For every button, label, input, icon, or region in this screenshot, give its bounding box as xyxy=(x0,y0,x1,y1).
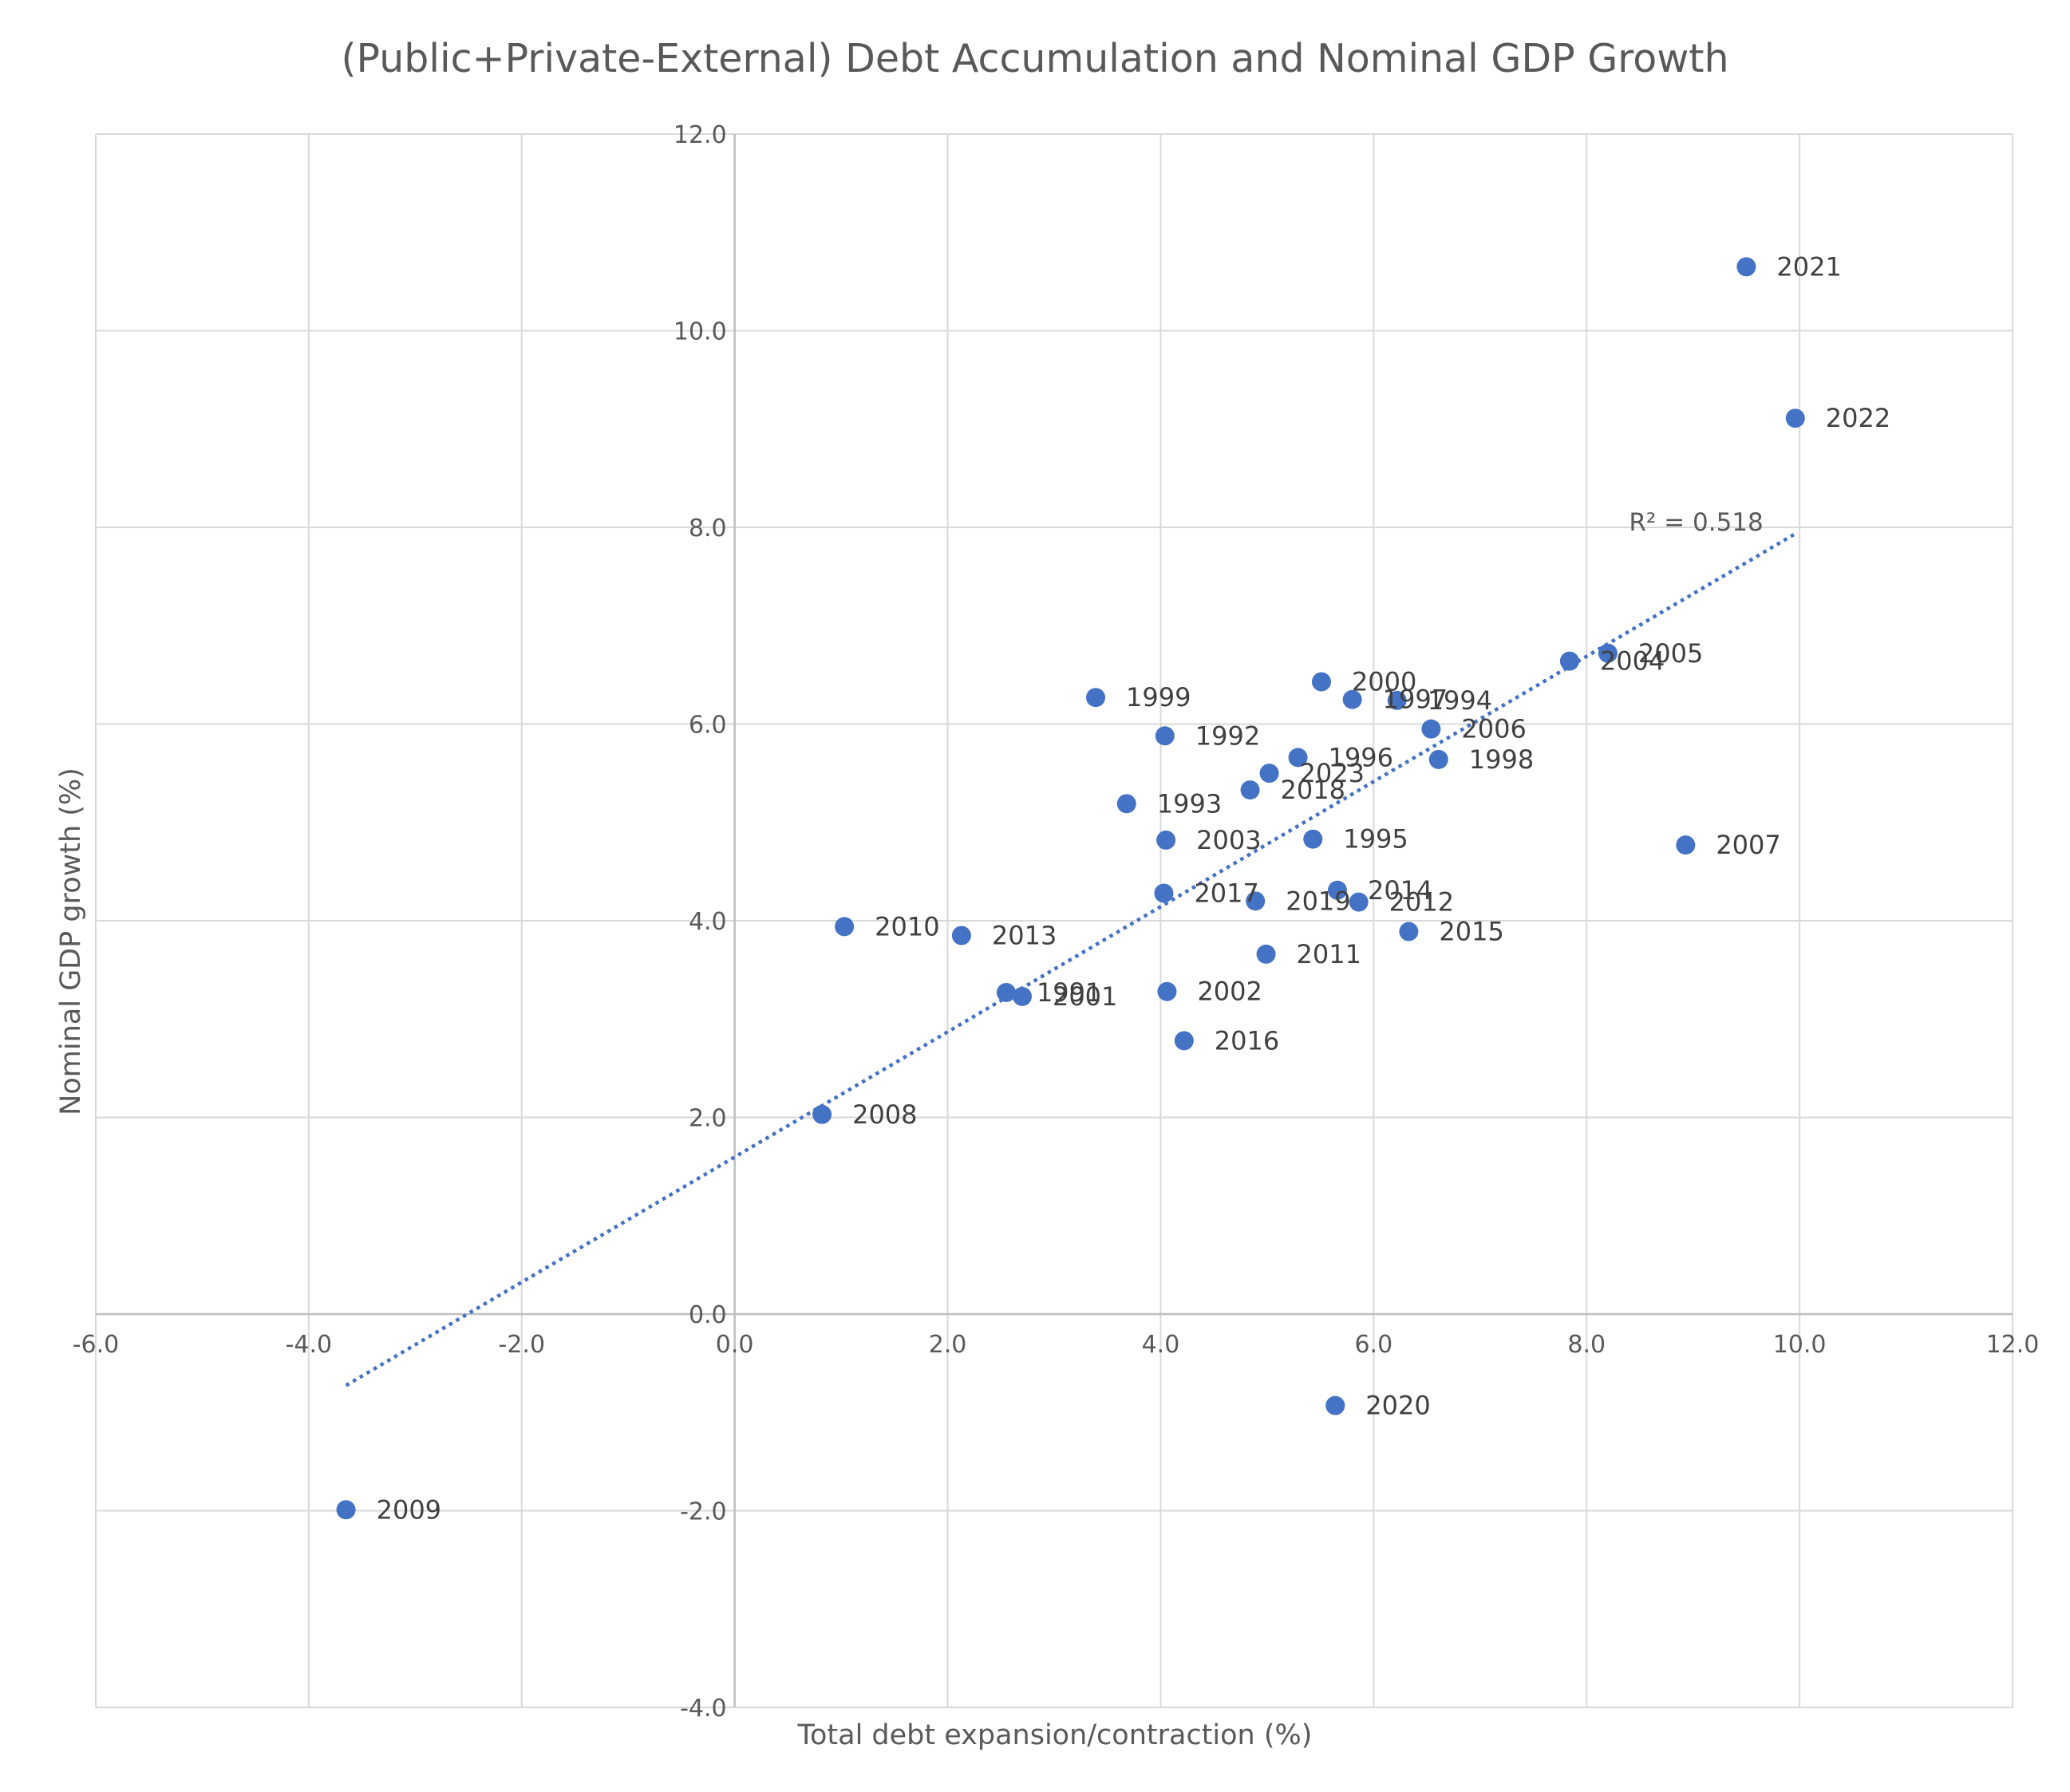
data-label: 2000 xyxy=(1352,667,1416,697)
trendline xyxy=(345,532,1796,1387)
axes xyxy=(96,134,2013,1707)
data-point xyxy=(1311,672,1331,692)
data-label: 2012 xyxy=(1389,887,1454,918)
y-tick-label: 4.0 xyxy=(689,908,727,936)
data-label: 2002 xyxy=(1197,977,1262,1007)
data-labels: 1991 1992 1993 1994 1995 1996 1997 1998 1999 2000… xyxy=(377,251,1891,1525)
y-tick-label: 12.0 xyxy=(674,121,727,149)
data-point xyxy=(1303,829,1323,849)
x-tick-label: 2.0 xyxy=(929,1331,967,1359)
data-point xyxy=(1288,748,1308,768)
data-label: 1998 xyxy=(1469,744,1534,775)
y-tick-label: -2.0 xyxy=(680,1498,727,1526)
x-tick-label: 6.0 xyxy=(1354,1331,1393,1359)
data-point xyxy=(1259,764,1279,784)
x-tick-label: -4.0 xyxy=(286,1331,333,1359)
x-tick-label: -6.0 xyxy=(73,1331,120,1359)
trendline-group: R² = 0.518 xyxy=(345,508,1796,1387)
y-tick-label: 10.0 xyxy=(674,318,727,346)
data-point xyxy=(1736,257,1756,277)
data-point xyxy=(835,917,855,937)
chart-title: (Public+Private-External) Debt Accumulat… xyxy=(341,36,1728,81)
data-point xyxy=(1157,981,1177,1001)
data-point xyxy=(1349,892,1369,912)
data-label: 1996 xyxy=(1329,742,1393,772)
data-label: 2019 xyxy=(1286,886,1350,916)
x-tick-label: 0.0 xyxy=(716,1331,754,1359)
y-tick-label: 0.0 xyxy=(689,1301,727,1329)
data-point xyxy=(1116,794,1136,814)
data-point xyxy=(1676,835,1696,855)
data-label: 2009 xyxy=(377,1494,441,1525)
data-label: 2016 xyxy=(1215,1025,1279,1056)
x-tick-label: 10.0 xyxy=(1773,1331,1827,1359)
data-point xyxy=(1240,780,1260,800)
data-label: 2010 xyxy=(875,911,939,941)
data-label: 1997 xyxy=(1383,685,1448,715)
data-points xyxy=(336,257,1805,1520)
data-point xyxy=(1421,719,1441,739)
y-tick-label: -4.0 xyxy=(680,1695,727,1723)
data-point xyxy=(1327,880,1347,900)
data-point xyxy=(1246,891,1266,911)
data-label: 2001 xyxy=(1053,981,1117,1012)
data-label: 2014 xyxy=(1368,875,1432,906)
data-label: 2020 xyxy=(1365,1391,1430,1421)
data-point xyxy=(336,1500,356,1520)
data-point xyxy=(1399,922,1419,941)
data-label: 2015 xyxy=(1439,917,1503,947)
data-label: 2021 xyxy=(1776,251,1841,282)
x-tick-label: 8.0 xyxy=(1567,1331,1606,1359)
data-label: 2006 xyxy=(1461,714,1526,744)
data-point xyxy=(812,1104,832,1124)
data-point xyxy=(1155,726,1175,746)
x-tick-label: 4.0 xyxy=(1142,1331,1180,1359)
data-label: 1994 xyxy=(1428,685,1492,716)
data-point xyxy=(1428,749,1448,769)
data-label: 2017 xyxy=(1194,878,1258,908)
data-label: 2023 xyxy=(1300,758,1365,788)
data-label: 1993 xyxy=(1157,788,1222,819)
data-label: 2003 xyxy=(1196,825,1261,855)
data-point xyxy=(1156,830,1176,850)
data-point xyxy=(1154,883,1174,903)
data-label: 2011 xyxy=(1297,939,1361,969)
data-label: 1999 xyxy=(1126,682,1191,712)
y-tick-label: 6.0 xyxy=(689,712,727,740)
data-point xyxy=(1342,689,1362,709)
data-point xyxy=(1086,688,1106,708)
data-label: 2007 xyxy=(1716,830,1780,860)
y-tick-label: 8.0 xyxy=(689,515,727,543)
y-axis-title: Nominal GDP growth (%) xyxy=(55,768,87,1115)
data-point xyxy=(951,926,971,945)
data-label: 2018 xyxy=(1281,775,1345,805)
data-label: 2008 xyxy=(852,1099,917,1130)
data-label: 2013 xyxy=(992,920,1057,950)
data-point xyxy=(1387,690,1407,710)
data-point xyxy=(1559,651,1579,671)
data-point xyxy=(1256,944,1276,964)
data-label: 1991 xyxy=(1037,977,1101,1008)
data-point xyxy=(1325,1395,1345,1415)
data-point xyxy=(996,982,1016,1002)
x-tick-label: -2.0 xyxy=(499,1331,546,1359)
tick-labels: -6.0 -4.0 -2.0 0.0 2.0 4.0 6.0 8.0 10.0 12.0 -4.0 -… xyxy=(73,121,2040,1723)
data-label: 1995 xyxy=(1343,824,1408,855)
data-label: 2005 xyxy=(1638,638,1703,669)
y-tick-label: 2.0 xyxy=(689,1105,727,1133)
x-axis-title: Total debt expansion/contraction (%) xyxy=(797,1719,1313,1751)
data-label: 1992 xyxy=(1195,720,1260,751)
data-point xyxy=(1785,409,1805,428)
data-label: 2004 xyxy=(1600,646,1665,677)
data-point xyxy=(1012,986,1032,1006)
r-squared-label: R² = 0.518 xyxy=(1629,508,1763,537)
x-tick-label: 12.0 xyxy=(1986,1331,2040,1359)
data-point xyxy=(1598,643,1618,663)
data-label: 2022 xyxy=(1826,403,1890,433)
data-point xyxy=(1174,1031,1194,1051)
